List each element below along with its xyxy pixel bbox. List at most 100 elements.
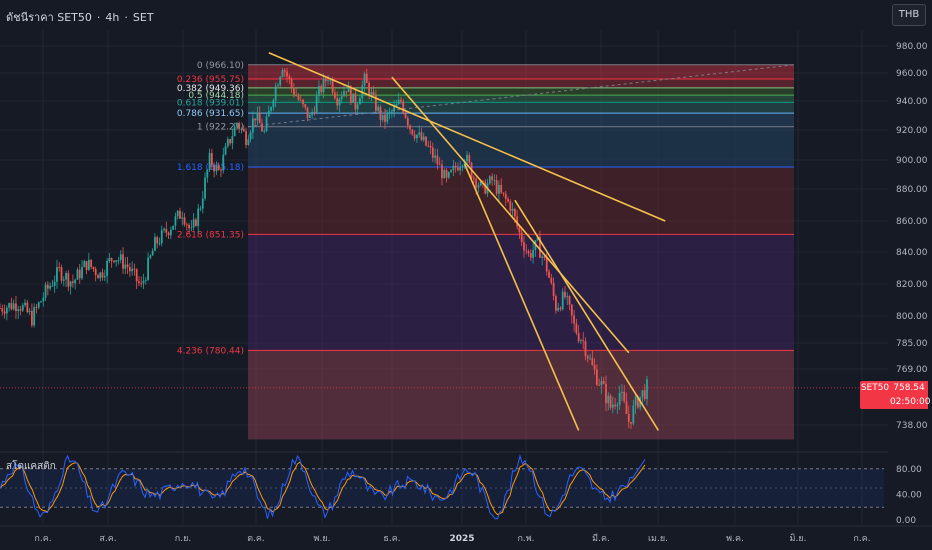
chart-title: ดัชนีราคา SET50 · 4h · SET bbox=[6, 8, 159, 26]
candle-body bbox=[488, 176, 491, 184]
candle-body bbox=[395, 104, 398, 107]
candle-body bbox=[133, 268, 136, 270]
fib-level-label: 4.236 (780.44) bbox=[177, 346, 244, 356]
currency-button[interactable]: THB bbox=[892, 4, 926, 26]
candle-body bbox=[324, 78, 327, 82]
candle-body bbox=[386, 113, 389, 122]
candle-body bbox=[40, 301, 42, 303]
candle-body bbox=[99, 272, 102, 279]
candle-body bbox=[509, 201, 512, 211]
candle-body bbox=[500, 184, 503, 193]
candle-body bbox=[279, 76, 282, 86]
time-tick-label: พ.ย. bbox=[314, 534, 331, 544]
candle-body bbox=[292, 87, 295, 95]
candle-body bbox=[242, 128, 245, 132]
fib-zone bbox=[248, 234, 794, 351]
candle-body bbox=[329, 80, 332, 81]
candle-body bbox=[343, 91, 345, 97]
candle-body bbox=[297, 95, 300, 100]
candle-body bbox=[288, 76, 291, 79]
candle-body bbox=[313, 111, 316, 113]
candle-body bbox=[493, 180, 496, 181]
candle-body bbox=[495, 180, 498, 194]
candle-body bbox=[354, 93, 357, 110]
candle-body bbox=[10, 303, 13, 310]
candle-body bbox=[254, 118, 257, 121]
candle-body bbox=[568, 296, 571, 305]
time-tick-label: ก.ค. bbox=[34, 534, 51, 544]
candle-body bbox=[249, 132, 252, 140]
candle-body bbox=[621, 391, 623, 393]
candle-body bbox=[251, 118, 254, 133]
time-tick-label: พ.ค. bbox=[726, 534, 744, 544]
trendline bbox=[514, 199, 660, 431]
candle-body bbox=[67, 273, 70, 287]
candle-body bbox=[468, 155, 471, 163]
price-tick-label: 860.00 bbox=[896, 217, 928, 227]
candle-body bbox=[103, 275, 106, 278]
candle-body bbox=[315, 96, 318, 113]
candle-body bbox=[536, 236, 539, 241]
candle-body bbox=[397, 99, 400, 105]
candle-body bbox=[181, 217, 184, 219]
candle-body bbox=[454, 165, 457, 168]
candle-body bbox=[142, 280, 145, 284]
candle-body bbox=[149, 255, 152, 258]
trendline bbox=[268, 52, 666, 222]
candle-body bbox=[179, 210, 181, 219]
candle-body bbox=[265, 116, 268, 132]
candle-body bbox=[372, 92, 375, 95]
fib-level-label: 0.236 (955.75) bbox=[177, 75, 244, 85]
candle-body bbox=[595, 369, 598, 385]
candle-body bbox=[208, 153, 211, 170]
candle-body bbox=[400, 99, 402, 102]
candle-body bbox=[570, 304, 573, 316]
candle-body bbox=[368, 82, 370, 96]
candle-body bbox=[46, 284, 49, 289]
fib-zone bbox=[248, 113, 794, 127]
candle-body bbox=[94, 268, 97, 275]
candle-body bbox=[76, 269, 79, 280]
candle-body bbox=[49, 285, 52, 289]
candle-body bbox=[226, 139, 229, 147]
candle-body bbox=[427, 145, 430, 147]
price-tick-label: 900.00 bbox=[896, 156, 928, 166]
oscillator-label: สโตแคสติก bbox=[6, 461, 56, 472]
candle-body bbox=[147, 257, 149, 280]
candle-body bbox=[420, 132, 423, 141]
candle-body bbox=[445, 170, 448, 178]
candle-body bbox=[263, 131, 266, 132]
time-tick-label: ธ.ค. bbox=[383, 534, 400, 544]
candle-body bbox=[165, 228, 168, 233]
symbol-title: ดัชนีราคา SET50 bbox=[6, 11, 92, 24]
time-tick-label: ก.ย. bbox=[175, 534, 191, 544]
candle-body bbox=[607, 395, 610, 404]
candle-body bbox=[174, 216, 177, 226]
candle-body bbox=[630, 422, 632, 424]
candle-body bbox=[557, 307, 560, 311]
candle-body bbox=[602, 380, 605, 384]
candle-body bbox=[634, 396, 637, 406]
candle-body bbox=[240, 128, 243, 130]
candle-body bbox=[327, 80, 329, 82]
trendline bbox=[464, 164, 580, 431]
candle-body bbox=[545, 257, 548, 272]
candle-body bbox=[345, 91, 348, 93]
candle-body bbox=[625, 401, 628, 414]
candle-body bbox=[541, 256, 544, 258]
candle-body bbox=[115, 260, 118, 262]
candle-body bbox=[402, 101, 405, 113]
candle-body bbox=[370, 92, 373, 96]
candle-body bbox=[623, 391, 626, 402]
candle-body bbox=[347, 86, 350, 93]
stoch-d-line bbox=[0, 461, 646, 516]
stoch-k-line bbox=[0, 454, 646, 520]
candle-body bbox=[163, 228, 165, 231]
candle-body bbox=[511, 208, 514, 211]
price-tick-label: 800.00 bbox=[896, 312, 928, 322]
candle-body bbox=[26, 302, 29, 313]
candle-body bbox=[614, 404, 617, 407]
candle-body bbox=[472, 177, 475, 179]
candle-body bbox=[8, 303, 11, 308]
